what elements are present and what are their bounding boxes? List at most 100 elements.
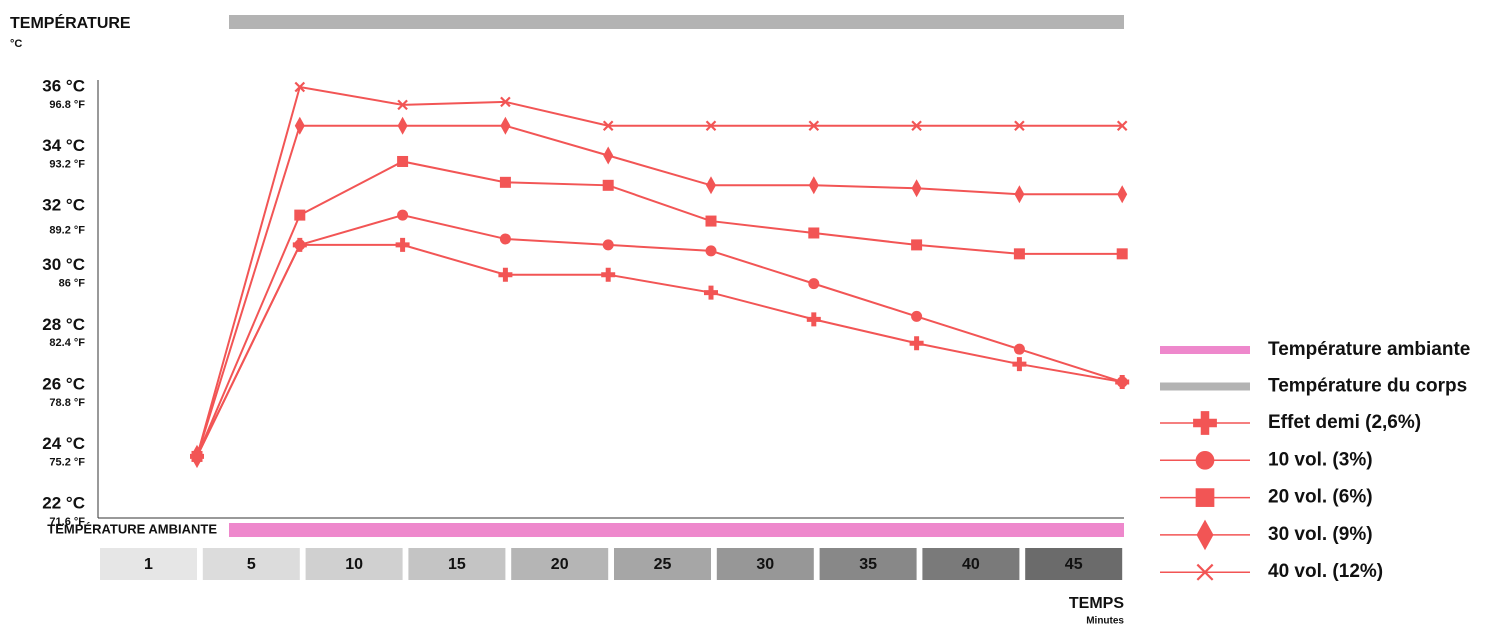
legend-marker xyxy=(1195,488,1215,507)
marker xyxy=(603,146,614,165)
marker xyxy=(602,179,614,191)
marker xyxy=(705,120,717,132)
category-box xyxy=(202,548,300,580)
marker xyxy=(397,116,408,135)
y-tick-label: 26 °C xyxy=(42,374,85,393)
category-box xyxy=(614,548,711,580)
legend-label: Effet demi (2,6%) xyxy=(1268,412,1421,433)
y2-tick-label: 75.2 °F xyxy=(49,456,85,468)
y-tick-label: 24 °C xyxy=(42,434,85,453)
series-line xyxy=(196,214,1123,457)
marker xyxy=(397,209,409,221)
legend-label: 40 vol. (12%) xyxy=(1268,561,1383,582)
marker xyxy=(498,267,513,282)
series-line xyxy=(196,160,1123,457)
marker xyxy=(397,155,409,167)
marker xyxy=(705,215,717,227)
x-tick-label: 20 xyxy=(551,556,569,573)
marker xyxy=(294,116,305,135)
y2-tick-label: 89.2 °F xyxy=(49,225,85,237)
x-axis-subtitle: Minutes xyxy=(1086,616,1124,627)
category-box xyxy=(922,548,1020,580)
marker xyxy=(602,120,614,132)
y2-tick-label: 71.6 °F xyxy=(49,516,85,528)
marker xyxy=(704,285,718,300)
marker xyxy=(911,120,922,132)
legend-label: 20 vol. (6%) xyxy=(1268,487,1373,508)
y2-tick-label: 82.4 °F xyxy=(49,337,85,349)
marker xyxy=(909,336,924,351)
legend-swatch xyxy=(1160,382,1250,391)
series-line xyxy=(196,85,1123,457)
x-tick-label: 1 xyxy=(144,556,153,573)
marker xyxy=(601,267,616,282)
marker xyxy=(294,81,306,93)
x-tick-label: 10 xyxy=(345,556,363,573)
marker xyxy=(397,99,408,111)
category-box xyxy=(100,548,197,580)
marker xyxy=(395,237,410,252)
legend-swatch xyxy=(1160,346,1250,354)
x-tick-label: 45 xyxy=(1065,556,1083,573)
marker xyxy=(294,239,306,251)
y-tick-label: 28 °C xyxy=(42,315,85,334)
series-line xyxy=(196,124,1123,457)
x-tick-label: 40 xyxy=(962,556,980,573)
marker xyxy=(1116,376,1128,388)
marker xyxy=(1116,248,1128,260)
marker xyxy=(808,227,820,239)
category-box xyxy=(305,548,403,580)
legend-label: Température du corps xyxy=(1268,376,1467,397)
marker xyxy=(499,176,511,188)
y-tick-label: 22 °C xyxy=(42,494,85,513)
marker xyxy=(911,239,923,251)
band-label: TEMPÉRATURE AMBIANTE xyxy=(47,521,217,536)
marker xyxy=(706,176,716,195)
category-box xyxy=(1025,548,1123,580)
x-tick-label: 30 xyxy=(756,556,774,573)
marker xyxy=(705,245,717,257)
marker xyxy=(1014,185,1025,204)
chart-subtitle: °C xyxy=(10,38,22,50)
y-tick-label: 36 °C xyxy=(42,76,85,95)
series-line xyxy=(196,243,1123,457)
reference-band xyxy=(229,15,1124,29)
category-box xyxy=(819,548,917,580)
y2-tick-label: 93.2 °F xyxy=(49,158,85,170)
marker xyxy=(806,312,821,327)
x-tick-label: 25 xyxy=(654,556,672,573)
reference-band xyxy=(229,523,1124,537)
marker xyxy=(294,209,306,221)
marker xyxy=(808,120,820,132)
legend-marker xyxy=(1196,519,1214,551)
x-tick-label: 15 xyxy=(448,556,466,573)
category-box xyxy=(511,548,609,580)
marker xyxy=(911,179,922,198)
legend-label: 10 vol. (3%) xyxy=(1268,449,1373,470)
marker xyxy=(500,96,511,108)
x-tick-label: 35 xyxy=(859,556,877,573)
marker xyxy=(602,239,614,251)
marker xyxy=(808,278,820,290)
marker xyxy=(499,233,511,245)
marker xyxy=(500,116,511,135)
legend-label: 30 vol. (9%) xyxy=(1268,524,1373,545)
marker xyxy=(1013,248,1025,260)
marker xyxy=(1013,343,1025,355)
legend-marker xyxy=(1195,450,1215,470)
legend-marker xyxy=(1196,563,1214,581)
chart-title: TEMPÉRATURE xyxy=(10,13,131,32)
marker xyxy=(1014,120,1025,132)
x-tick-label: 5 xyxy=(247,556,256,573)
category-box xyxy=(408,548,506,580)
y2-tick-label: 96.8 °F xyxy=(49,99,85,111)
marker xyxy=(911,310,923,322)
y2-tick-label: 78.8 °F xyxy=(49,397,85,409)
marker xyxy=(1116,120,1128,132)
y2-tick-label: 86 °F xyxy=(59,278,86,290)
legend-marker xyxy=(1193,411,1217,435)
category-box xyxy=(716,548,814,580)
x-axis-title: TEMPS xyxy=(1069,595,1124,612)
marker xyxy=(1117,185,1128,204)
